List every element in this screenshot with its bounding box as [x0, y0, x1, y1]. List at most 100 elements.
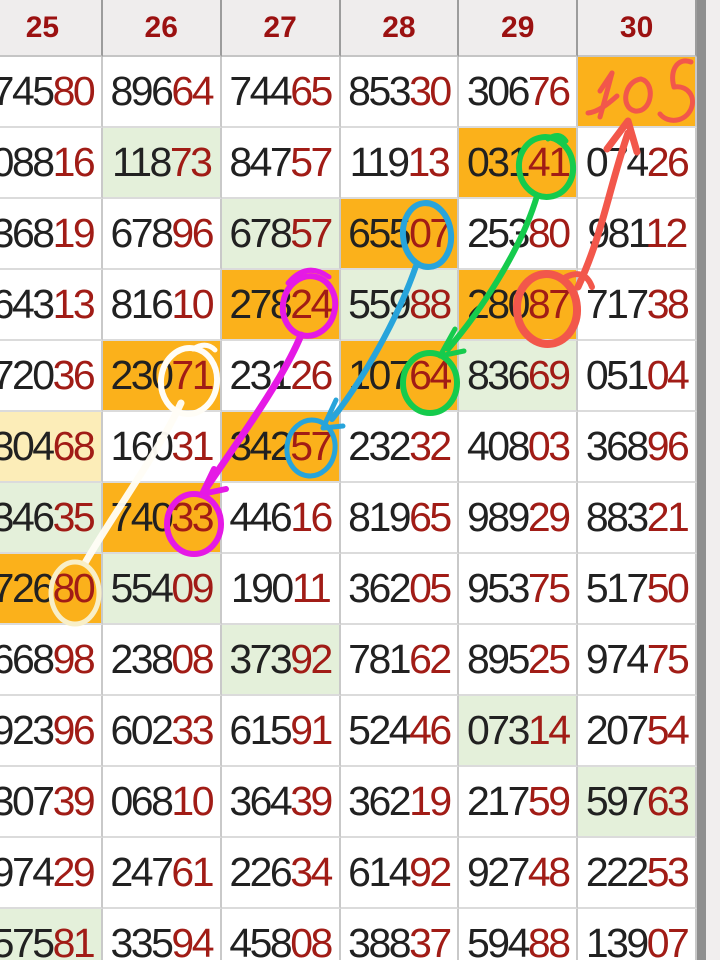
table-row: 30468 16031 34257 23232 40803 36896: [0, 412, 697, 483]
vertical-scrollbar[interactable]: [697, 0, 706, 960]
lottery-number: 59488: [466, 920, 571, 960]
lottery-number: 78162: [348, 636, 452, 682]
lottery-number: 36219: [348, 778, 452, 824]
number-cell: 61492: [340, 838, 460, 909]
lottery-number: 24761: [110, 849, 214, 895]
number-cell: 30739: [0, 767, 103, 838]
number-cell: 07426: [578, 128, 697, 199]
column-header-25: 25: [0, 0, 103, 57]
number-cell: 71738: [578, 270, 697, 341]
lottery-number: 05104: [585, 352, 690, 398]
number-cell: 36439: [221, 767, 341, 838]
lottery-number: 92748: [466, 849, 571, 895]
number-cell: 74580: [0, 57, 103, 128]
lottery-number: 67896: [110, 210, 214, 256]
number-cell: 67896: [102, 199, 222, 270]
table-row: 57581 33594 45808 38837 59488 13907: [0, 909, 697, 960]
lottery-number: 40803: [466, 423, 571, 469]
number-cell: 92748: [459, 838, 579, 909]
lottery-number: 84757: [229, 139, 333, 185]
lottery-number: 55988: [348, 281, 452, 327]
number-cell: 22253: [578, 838, 697, 909]
number-cell: 36896: [578, 412, 697, 483]
lottery-number: 81965: [348, 494, 452, 540]
number-cell: 20754: [578, 696, 697, 767]
number-cell: 10764: [340, 341, 460, 412]
table-row: 30739 06810 36439 36219 21759 59763: [0, 767, 697, 838]
table-body: 74580 89664 74465 85330 30676 08816 11873 84757…: [0, 57, 697, 960]
lottery-number: 23232: [348, 423, 452, 469]
number-cell: 22634: [221, 838, 341, 909]
number-cell: 65507: [340, 199, 460, 270]
lottery-number: 11913: [349, 139, 451, 185]
lottery-number: 67857: [229, 210, 333, 256]
lottery-number: 36819: [0, 210, 96, 256]
number-cell: 33594: [102, 909, 222, 960]
lottery-number: 89525: [466, 636, 571, 682]
number-cell: 36219: [340, 767, 460, 838]
lottery-number: 16031: [110, 423, 214, 469]
number-cell: 78162: [340, 625, 460, 696]
number-cell: 36819: [0, 199, 103, 270]
table-row: 97429 24761 22634 61492 92748 22253: [0, 838, 697, 909]
number-cell: 24761: [102, 838, 222, 909]
table-row: 66898 23808 37392 78162 89525 97475: [0, 625, 697, 696]
number-cell: 51750: [578, 554, 697, 625]
lottery-number: 88321: [585, 494, 690, 540]
lottery-number: 20754: [585, 707, 690, 753]
number-cell: 30676: [459, 57, 579, 128]
lottery-number: 38837: [348, 920, 452, 960]
number-cell: 59763: [578, 767, 697, 838]
number-cell: 08816: [0, 128, 103, 199]
lottery-number: 45808: [229, 920, 333, 960]
number-cell: 84757: [221, 128, 341, 199]
lottery-number: 10764: [348, 352, 452, 398]
lottery-number: 66898: [0, 636, 96, 682]
number-cell: 28087: [459, 270, 579, 341]
lottery-number: 61492: [348, 849, 452, 895]
lottery-number: 81610: [110, 281, 214, 327]
lottery-number: 44616: [229, 494, 333, 540]
lottery-number: 22634: [229, 849, 333, 895]
lottery-number: 23126: [229, 352, 333, 398]
lottery-number: 51750: [585, 565, 690, 611]
lottery-number: 19011: [230, 565, 332, 611]
lottery-number: 65507: [348, 210, 452, 256]
number-cell: 55988: [340, 270, 460, 341]
lottery-number: 37392: [229, 636, 333, 682]
number-cell: 23126: [221, 341, 341, 412]
table-row: 36819 67896 67857 65507 25380 98112: [0, 199, 697, 270]
number-cell: 88321: [578, 483, 697, 554]
number-cell: 64313: [0, 270, 103, 341]
lottery-number: 71738: [585, 281, 690, 327]
column-header-26: 26: [102, 0, 222, 57]
lottery-number: 22253: [585, 849, 690, 895]
lottery-number: 13907: [585, 920, 690, 960]
number-cell: 81610: [102, 270, 222, 341]
lottery-number: 97475: [585, 636, 690, 682]
table-row: 08816 11873 84757 11913 03141 07426: [0, 128, 697, 199]
number-cell: 66898: [0, 625, 103, 696]
number-cell: 21759: [459, 767, 579, 838]
table-row: 72036 23071 23126 10764 83669 05104: [0, 341, 697, 412]
number-cell: [578, 57, 697, 128]
lottery-number: 57581: [0, 920, 96, 960]
lottery-number: 07426: [585, 139, 690, 185]
lottery-number: 98929: [466, 494, 571, 540]
table-row: 64313 81610 27824 55988 28087 71738: [0, 270, 697, 341]
number-cell: 89525: [459, 625, 579, 696]
lottery-number: 03141: [466, 139, 571, 185]
lottery-number: 74033: [110, 494, 214, 540]
lottery-number: 30739: [0, 778, 96, 824]
lottery-number: 25380: [466, 210, 571, 256]
number-cell: 72036: [0, 341, 103, 412]
number-cell: 36205: [340, 554, 460, 625]
lottery-number: 83669: [466, 352, 571, 398]
lottery-number: 23808: [110, 636, 214, 682]
lottery-number: 85330: [348, 68, 452, 114]
column-header-29: 29: [459, 0, 579, 57]
lottery-number: 52446: [348, 707, 452, 753]
number-cell: 72680: [0, 554, 103, 625]
number-cell: 98929: [459, 483, 579, 554]
number-cell: 92396: [0, 696, 103, 767]
